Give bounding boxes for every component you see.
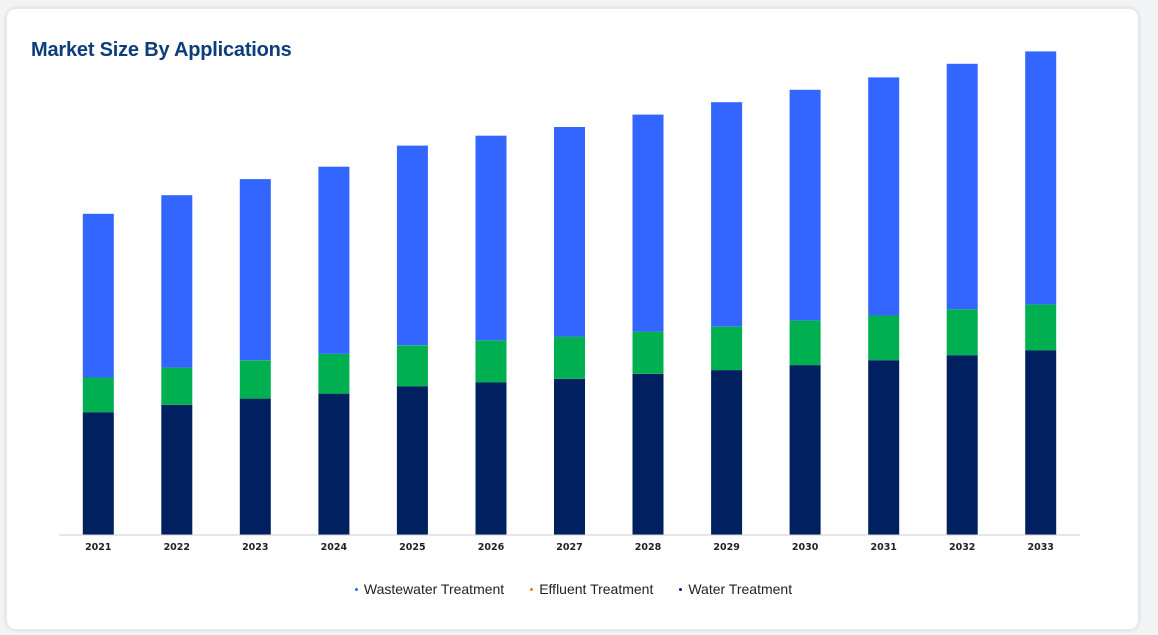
- bar-water-treatment-2024[interactable]: [318, 393, 350, 535]
- bar-wastewater-treatment-2026[interactable]: [475, 135, 507, 341]
- bar-effluent-treatment-2025[interactable]: [396, 345, 428, 387]
- bar-water-treatment-2033[interactable]: [1025, 350, 1057, 535]
- x-tick-label-2032: 2032: [949, 542, 975, 553]
- legend-label-effluent: Effluent Treatment: [539, 581, 654, 597]
- bar-wastewater-treatment-2021[interactable]: [82, 213, 114, 378]
- legend-dot-wastewater: [354, 587, 358, 591]
- legend: Wastewater Treatment Effluent Treatment …: [7, 581, 1140, 597]
- legend-item-water[interactable]: Water Treatment: [679, 581, 792, 597]
- legend-item-effluent[interactable]: Effluent Treatment: [530, 581, 653, 597]
- legend-dot-water: [679, 587, 683, 591]
- x-tick-label-2026: 2026: [478, 542, 505, 553]
- bar-effluent-treatment-2021[interactable]: [82, 377, 114, 413]
- x-tick-label-2029: 2029: [713, 542, 739, 553]
- chart-title: Market Size By Applications: [31, 39, 292, 61]
- legend-label-water: Water Treatment: [688, 581, 793, 597]
- bar-wastewater-treatment-2023[interactable]: [239, 179, 271, 361]
- bar-water-treatment-2022[interactable]: [161, 404, 193, 535]
- bar-effluent-treatment-2027[interactable]: [554, 336, 585, 379]
- x-tick-label-2021: 2021: [85, 542, 111, 553]
- bar-wastewater-treatment-2027[interactable]: [554, 127, 585, 337]
- x-tick-label-2023: 2023: [242, 542, 268, 553]
- bar-effluent-treatment-2023[interactable]: [239, 360, 271, 399]
- bar-effluent-treatment-2033[interactable]: [1025, 304, 1057, 351]
- bar-effluent-treatment-2028[interactable]: [632, 331, 664, 374]
- x-tick-label-2027: 2027: [556, 542, 582, 553]
- bar-water-treatment-2026[interactable]: [475, 382, 507, 536]
- bar-effluent-treatment-2032[interactable]: [946, 309, 978, 356]
- bar-effluent-treatment-2030[interactable]: [789, 320, 821, 366]
- x-tick-label-2033: 2033: [1027, 542, 1053, 553]
- bar-water-treatment-2028[interactable]: [632, 373, 664, 535]
- x-tick-label-2030: 2030: [792, 542, 819, 553]
- x-tick-label-2031: 2031: [870, 542, 896, 553]
- bar-effluent-treatment-2022[interactable]: [161, 367, 193, 405]
- bar-effluent-treatment-2024[interactable]: [318, 354, 350, 394]
- bar-water-treatment-2031[interactable]: [868, 360, 900, 535]
- x-tick-label-2022: 2022: [164, 542, 190, 553]
- bar-water-treatment-2029[interactable]: [711, 370, 743, 535]
- bar-wastewater-treatment-2025[interactable]: [396, 145, 428, 346]
- x-tick-labels: 2021 2022 2023 2024 2025 2026 2027 2028 2029 2030…: [85, 542, 1054, 553]
- bars-group: [82, 51, 1057, 536]
- bar-wastewater-treatment-2032[interactable]: [946, 63, 978, 310]
- x-tick-label-2028: 2028: [635, 542, 662, 553]
- bar-water-treatment-2023[interactable]: [239, 398, 271, 535]
- bar-effluent-treatment-2029[interactable]: [711, 326, 743, 371]
- bar-water-treatment-2021[interactable]: [82, 412, 114, 535]
- bar-wastewater-treatment-2030[interactable]: [789, 89, 821, 321]
- x-tick-label-2025: 2025: [399, 542, 425, 553]
- bar-water-treatment-2032[interactable]: [946, 355, 978, 535]
- bar-wastewater-treatment-2028[interactable]: [632, 114, 664, 332]
- bar-wastewater-treatment-2022[interactable]: [161, 195, 193, 368]
- chart-card: Market Size By Applications 2021 2022 2023…: [6, 8, 1139, 630]
- bar-wastewater-treatment-2031[interactable]: [868, 77, 900, 316]
- bar-wastewater-treatment-2024[interactable]: [318, 166, 350, 354]
- bar-chart: 2021 2022 2023 2024 2025 2026 2027 2028 2029 2030…: [59, 51, 1080, 553]
- bar-water-treatment-2030[interactable]: [789, 365, 821, 535]
- bar-effluent-treatment-2031[interactable]: [868, 315, 900, 361]
- legend-item-wastewater[interactable]: Wastewater Treatment: [354, 581, 505, 597]
- x-tick-label-2024: 2024: [321, 542, 348, 553]
- bar-water-treatment-2025[interactable]: [396, 386, 428, 535]
- bar-effluent-treatment-2026[interactable]: [475, 340, 507, 383]
- legend-dot-effluent: [530, 587, 534, 591]
- bar-wastewater-treatment-2033[interactable]: [1025, 51, 1057, 305]
- bar-wastewater-treatment-2029[interactable]: [711, 102, 743, 327]
- bar-water-treatment-2027[interactable]: [554, 378, 585, 535]
- legend-label-wastewater: Wastewater Treatment: [363, 581, 505, 597]
